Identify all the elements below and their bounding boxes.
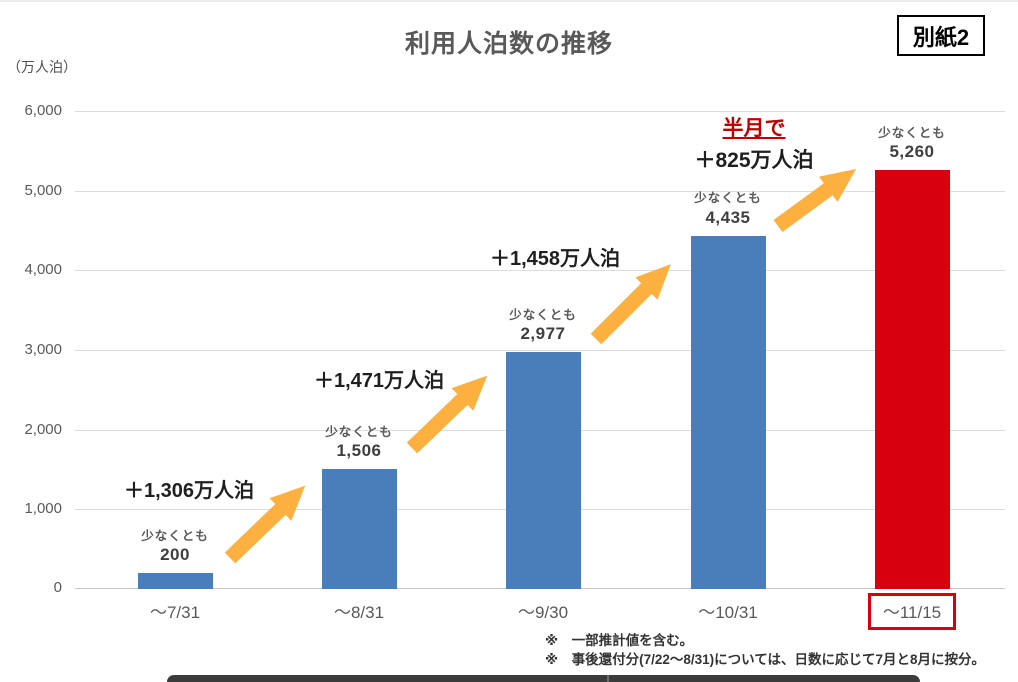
gridline xyxy=(75,111,1005,112)
highlighted-x-tick-label: ～11/15 xyxy=(867,593,957,630)
footnote-2: ※ 事後還付分(7/22～8/31)については、日数に応じて7月と8月に按分。 xyxy=(545,651,986,667)
top-edge-line xyxy=(0,0,1018,2)
at-least-label: 少なくとも xyxy=(509,307,577,322)
y-tick-label: 4,000 xyxy=(24,261,62,279)
bar-～7/31 xyxy=(137,573,213,589)
bar-value: 200 xyxy=(160,544,190,564)
increment-label-3: ＋1,458万人泊 xyxy=(489,248,621,270)
x-tick-label: ～9/30 xyxy=(517,603,569,622)
attachment-label-text: 別紙2 xyxy=(912,24,970,50)
y-tick-label: 1,000 xyxy=(24,500,62,518)
y-axis: 0 1,000 2,000 3,000 4,000 5,000 6,000 xyxy=(0,102,62,596)
increment-label-4-text: ＋825万人泊 xyxy=(694,149,814,172)
x-tick-label: ～7/31 xyxy=(149,603,201,622)
y-tick-label: 6,000 xyxy=(24,102,62,119)
half-month-note: 半月で xyxy=(722,117,786,140)
gridline xyxy=(75,270,1005,272)
bottom-edge-bar xyxy=(167,675,920,682)
bar-value: 4,435 xyxy=(705,207,751,227)
increment-label-4: 半月で ＋825万人泊 xyxy=(662,112,846,174)
gridline xyxy=(75,350,1005,351)
bar-～9/30 xyxy=(505,351,581,589)
bar-～8/31 xyxy=(321,469,397,589)
y-tick-label: 3,000 xyxy=(24,341,62,358)
y-axis-unit-label: （万人泊） xyxy=(7,59,77,75)
increment-label-2: ＋1,471万人泊 xyxy=(313,370,445,392)
bottom-bar-divider xyxy=(607,675,609,682)
gridline xyxy=(75,190,1005,192)
bar-value: 2,977 xyxy=(520,323,566,343)
bar-value: 5,260 xyxy=(889,141,935,161)
at-least-label: 少なくとも xyxy=(878,125,946,140)
at-least-label: 少なくとも xyxy=(325,424,393,439)
attachment-label-box: 別紙2 xyxy=(897,15,985,56)
bar-value-label: 少なくとも 5,260 xyxy=(832,125,992,163)
chart-title: 利用人泊数の推移 xyxy=(404,30,613,58)
bar-value-label: 少なくとも 4,435 xyxy=(648,190,808,228)
bar-value-label: 少なくとも 1,506 xyxy=(279,424,439,462)
footnotes: ※ 一部推計値を含む。 ※ 事後還付分(7/22～8/31)については、日数に応… xyxy=(545,632,985,670)
x-tick-label: ～8/31 xyxy=(333,603,385,622)
bar-～11/15 xyxy=(874,169,950,589)
bar-～10/31 xyxy=(690,235,766,589)
at-least-label: 少なくとも xyxy=(694,191,762,206)
y-tick-label: 0 xyxy=(53,579,62,596)
increment-label-1: ＋1,306万人泊 xyxy=(123,480,255,502)
footnote-1: ※ 一部推計値を含む。 xyxy=(545,633,694,648)
bar-value: 1,506 xyxy=(336,440,382,460)
bar-value-label: 少なくとも 2,977 xyxy=(463,307,623,345)
bar-value-label: 少なくとも 200 xyxy=(95,528,255,566)
x-tick-label: ～10/31 xyxy=(698,603,758,622)
plot-area: 少なくとも 200 ～7/31 少なくとも 1,506 ～8/31 少なくとも 2,977 ～9… xyxy=(75,111,1005,630)
x-tick-label: ～11/15 xyxy=(832,593,992,630)
at-least-label: 少なくとも xyxy=(141,528,209,543)
y-tick-label: 5,000 xyxy=(24,181,62,199)
y-tick-label: 2,000 xyxy=(24,420,62,438)
